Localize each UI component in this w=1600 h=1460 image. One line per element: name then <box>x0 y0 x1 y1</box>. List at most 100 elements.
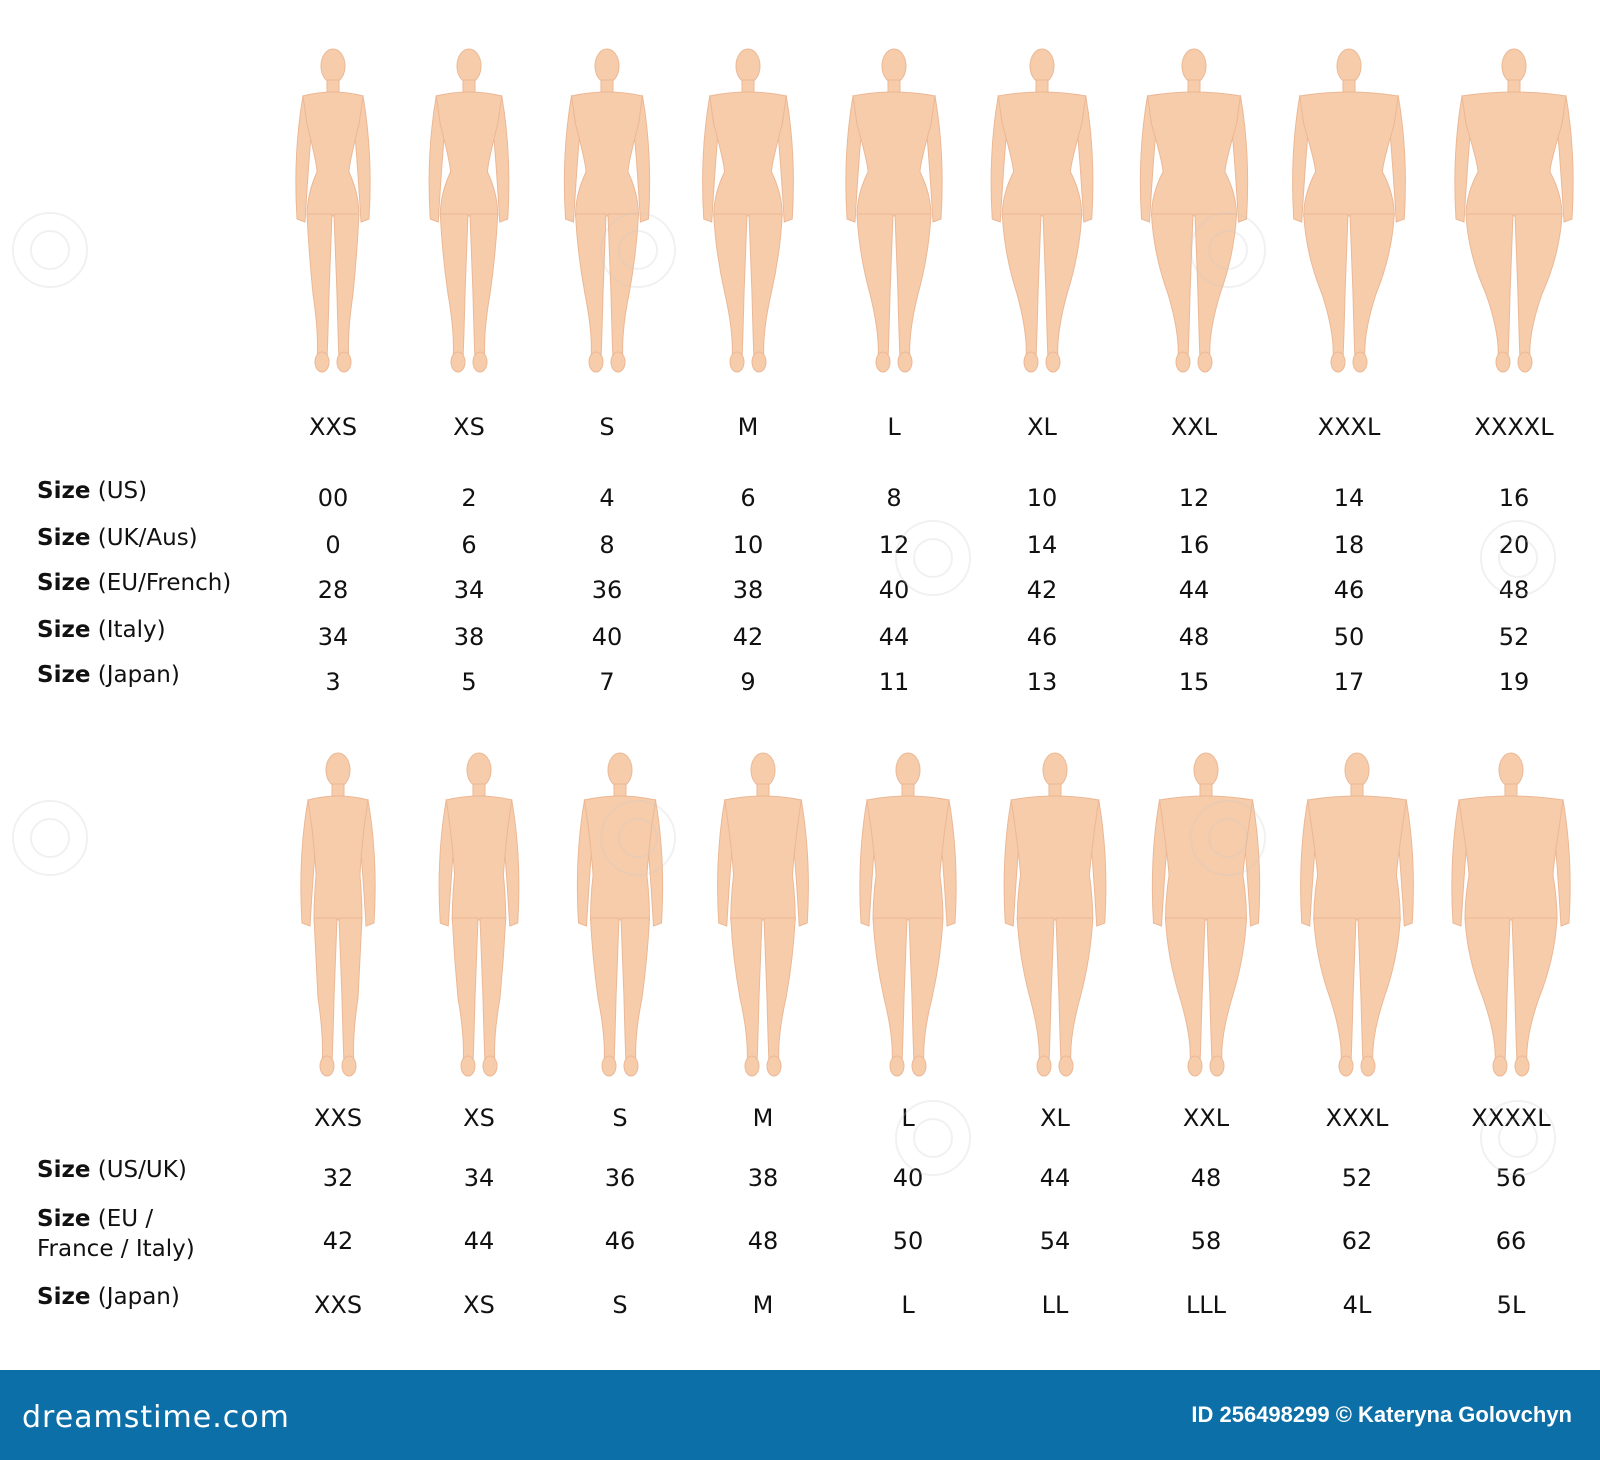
women-figure-xxs-icon <box>286 44 380 374</box>
table-cell: 19 <box>1498 668 1530 696</box>
table-cell: 11 <box>878 668 910 696</box>
table-cell: 62 <box>1341 1227 1373 1255</box>
row-label-size: Size <box>37 617 91 643</box>
table-cell: 12 <box>1178 484 1210 512</box>
table-cell: 28 <box>317 576 349 604</box>
row-label-size: Size <box>37 1206 91 1232</box>
row-label-size: Size <box>37 1157 91 1183</box>
table-cell: 48 <box>1190 1164 1222 1192</box>
table-cell: 50 <box>892 1227 924 1255</box>
row-label-size: Size <box>37 478 91 504</box>
table-cell: XXS <box>313 1291 363 1319</box>
watermark-swirl-icon <box>1190 800 1266 876</box>
table-cell: L <box>901 1291 915 1319</box>
row-label-size: Size <box>37 662 91 688</box>
women-figure-l-icon <box>836 44 952 374</box>
size-label: XXL <box>1170 413 1218 441</box>
row-label-region: (Japan) <box>90 662 180 688</box>
women-figure-xxxl-icon <box>1283 44 1416 374</box>
table-cell: 5L <box>1496 1291 1526 1319</box>
watermark-swirl-icon <box>600 800 676 876</box>
table-cell: XS <box>463 1291 495 1319</box>
watermark-swirl-icon <box>12 800 88 876</box>
table-cell: 36 <box>604 1164 636 1192</box>
row-label: Size (EU / France / Italy) <box>37 1204 195 1264</box>
size-label: XS <box>453 413 485 441</box>
table-cell: 52 <box>1341 1164 1373 1192</box>
table-cell: 46 <box>604 1227 636 1255</box>
size-label: M <box>737 413 759 441</box>
table-cell: 42 <box>1026 576 1058 604</box>
table-cell: 14 <box>1333 484 1365 512</box>
table-cell: 0 <box>325 531 341 559</box>
table-cell: 6 <box>740 484 756 512</box>
row-label: Size (UK/Aus) <box>37 523 198 553</box>
table-cell: LLL <box>1185 1291 1227 1319</box>
table-cell: 38 <box>732 576 764 604</box>
row-label-region: (US) <box>90 478 148 504</box>
footer-credit: ID 256498299 © Kateryna Golovchyn <box>1191 1402 1572 1427</box>
row-label-region: (EU / <box>90 1206 154 1232</box>
table-cell: 17 <box>1333 668 1365 696</box>
size-label: XXXL <box>1317 413 1381 441</box>
table-cell: 44 <box>463 1227 495 1255</box>
row-label-size: Size <box>37 1284 91 1310</box>
table-cell: 5 <box>461 668 477 696</box>
watermark-swirl-icon <box>1480 1100 1556 1176</box>
watermark-swirl-icon <box>895 1100 971 1176</box>
table-cell: S <box>612 1291 628 1319</box>
table-cell: 40 <box>591 623 623 651</box>
watermark-swirl-icon <box>895 520 971 596</box>
men-figure-xxxl-icon <box>1291 748 1424 1078</box>
women-figure-xs-icon <box>419 44 519 374</box>
table-cell: 32 <box>322 1164 354 1192</box>
table-cell: 4 <box>599 484 615 512</box>
footer-logo[interactable]: dreamstime.com <box>22 1400 290 1435</box>
women-figure-xxl-icon <box>1131 44 1258 374</box>
size-label: XXXL <box>1325 1104 1389 1132</box>
table-cell: 00 <box>317 484 349 512</box>
size-label: XXL <box>1182 1104 1230 1132</box>
table-cell: 9 <box>740 668 756 696</box>
size-label: L <box>887 413 901 441</box>
row-label: Size (EU/French) <box>37 568 231 598</box>
table-cell: 46 <box>1026 623 1058 651</box>
table-cell: 44 <box>1178 576 1210 604</box>
watermark-swirl-icon <box>1480 520 1556 596</box>
table-cell: 7 <box>599 668 615 696</box>
women-figure-m-icon <box>693 44 804 374</box>
table-cell: 42 <box>322 1227 354 1255</box>
row-label-region: (Italy) <box>90 617 166 643</box>
table-cell: 44 <box>878 623 910 651</box>
footer-bar: dreamstime.com ID 256498299 © Kateryna G… <box>0 1370 1600 1460</box>
row-label-region-line2: France / Italy) <box>37 1236 195 1262</box>
table-cell: 10 <box>732 531 764 559</box>
size-label: XXXXL <box>1474 413 1554 441</box>
men-figures-row <box>0 748 1600 1088</box>
men-figure-xl-icon <box>994 748 1116 1078</box>
table-cell: 16 <box>1498 484 1530 512</box>
row-label: Size (US) <box>37 476 147 506</box>
row-label: Size (Japan) <box>37 1282 180 1312</box>
table-cell: 34 <box>453 576 485 604</box>
size-label: XL <box>1040 1104 1070 1132</box>
women-figures-row <box>0 44 1600 384</box>
table-cell: 2 <box>461 484 477 512</box>
table-cell: 6 <box>461 531 477 559</box>
table-cell: 34 <box>463 1164 495 1192</box>
men-figure-xxl-icon <box>1143 748 1270 1078</box>
row-label-region: (US/UK) <box>90 1157 187 1183</box>
table-cell: 54 <box>1039 1227 1071 1255</box>
size-label: XS <box>463 1104 495 1132</box>
table-cell: 4L <box>1342 1291 1372 1319</box>
women-figure-xl-icon <box>981 44 1103 374</box>
table-cell: 58 <box>1190 1227 1222 1255</box>
row-label-region: (EU/French) <box>90 570 232 596</box>
row-label-region: (Japan) <box>90 1284 180 1310</box>
size-label: S <box>612 1104 628 1132</box>
table-cell: 46 <box>1333 576 1365 604</box>
table-cell: 10 <box>1026 484 1058 512</box>
table-cell: 36 <box>591 576 623 604</box>
size-label: XL <box>1027 413 1057 441</box>
size-label: M <box>752 1104 774 1132</box>
